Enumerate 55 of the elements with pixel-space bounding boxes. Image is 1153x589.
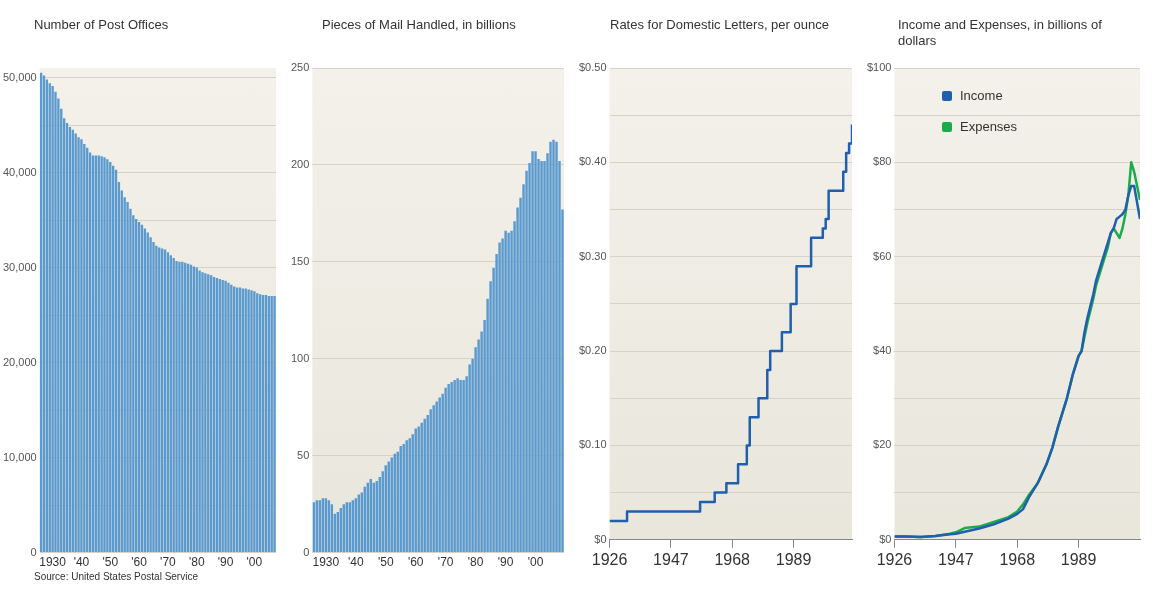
chart-title: Number of Post Offices [34, 17, 170, 33]
x-tick-label: '50 [377, 555, 394, 570]
y-tick-label: 200 [290, 157, 310, 170]
source-note: Source: United States Postal Service [34, 571, 198, 582]
y-tick-label: $0.40 [579, 155, 607, 168]
x-tick-label: 1926 [876, 550, 913, 568]
x-tick-label: '60 [407, 555, 424, 570]
x-tick-label: 1947 [938, 550, 974, 568]
y-tick-label: $0.20 [579, 344, 607, 357]
x-tick-label: 1968 [714, 550, 751, 568]
y-tick-label: 50,000 [2, 70, 37, 83]
x-tick-label: '60 [131, 555, 148, 570]
x-tick-label: '70 [437, 555, 454, 570]
legend-label: Income [960, 88, 1003, 103]
y-tick-label: 40,000 [2, 165, 37, 178]
x-tick-label: '90 [217, 555, 234, 570]
y-tick-label: 30,000 [2, 260, 37, 273]
y-tick-label: $100 [866, 61, 892, 74]
x-tick-label: '80 [188, 555, 205, 570]
y-tick-label: 50 [297, 448, 310, 461]
y-tick-label: 100 [290, 351, 310, 364]
chart-title: Income and Expenses, in billions of dollars [898, 17, 1103, 49]
chart-title: Rates for Domestic Letters, per ounce [610, 17, 830, 33]
y-tick-label: $0 [594, 532, 607, 545]
y-tick-label: 0 [30, 545, 37, 558]
x-tick-label: '00 [246, 555, 263, 570]
x-tick-label: 1930 [39, 555, 67, 570]
chart-title: Pieces of Mail Handled, in billions [322, 17, 517, 33]
y-tick-label: $20 [873, 438, 892, 451]
y-tick-label: $40 [873, 344, 892, 357]
x-tick-label: 1968 [999, 550, 1036, 568]
y-tick-label: 20,000 [2, 355, 37, 368]
x-tick-label: 1930 [312, 555, 340, 570]
x-tick-label: '50 [102, 555, 119, 570]
x-tick-label: 1989 [1060, 550, 1097, 568]
y-tick-label: $80 [873, 155, 892, 168]
legend-label: Expenses [960, 119, 1018, 134]
x-tick-label: '70 [160, 555, 177, 570]
y-tick-label: $0.10 [579, 438, 607, 451]
y-tick-label: 250 [290, 61, 310, 74]
x-tick-label: 1989 [775, 550, 812, 568]
y-tick-label: $0 [879, 532, 892, 545]
x-tick-label: '00 [527, 555, 544, 570]
x-tick-label: '80 [467, 555, 484, 570]
y-tick-label: $0.50 [579, 61, 607, 74]
y-tick-label: 150 [290, 254, 310, 267]
y-tick-label: 10,000 [2, 450, 37, 463]
x-tick-label: '40 [73, 555, 90, 570]
x-tick-label: 1947 [653, 550, 689, 568]
y-tick-label: $60 [873, 249, 892, 262]
y-tick-label: $0.30 [579, 249, 607, 262]
x-tick-label: 1926 [591, 550, 628, 568]
y-tick-label: 0 [303, 545, 310, 558]
x-tick-label: '90 [497, 555, 514, 570]
x-tick-label: '40 [347, 555, 364, 570]
